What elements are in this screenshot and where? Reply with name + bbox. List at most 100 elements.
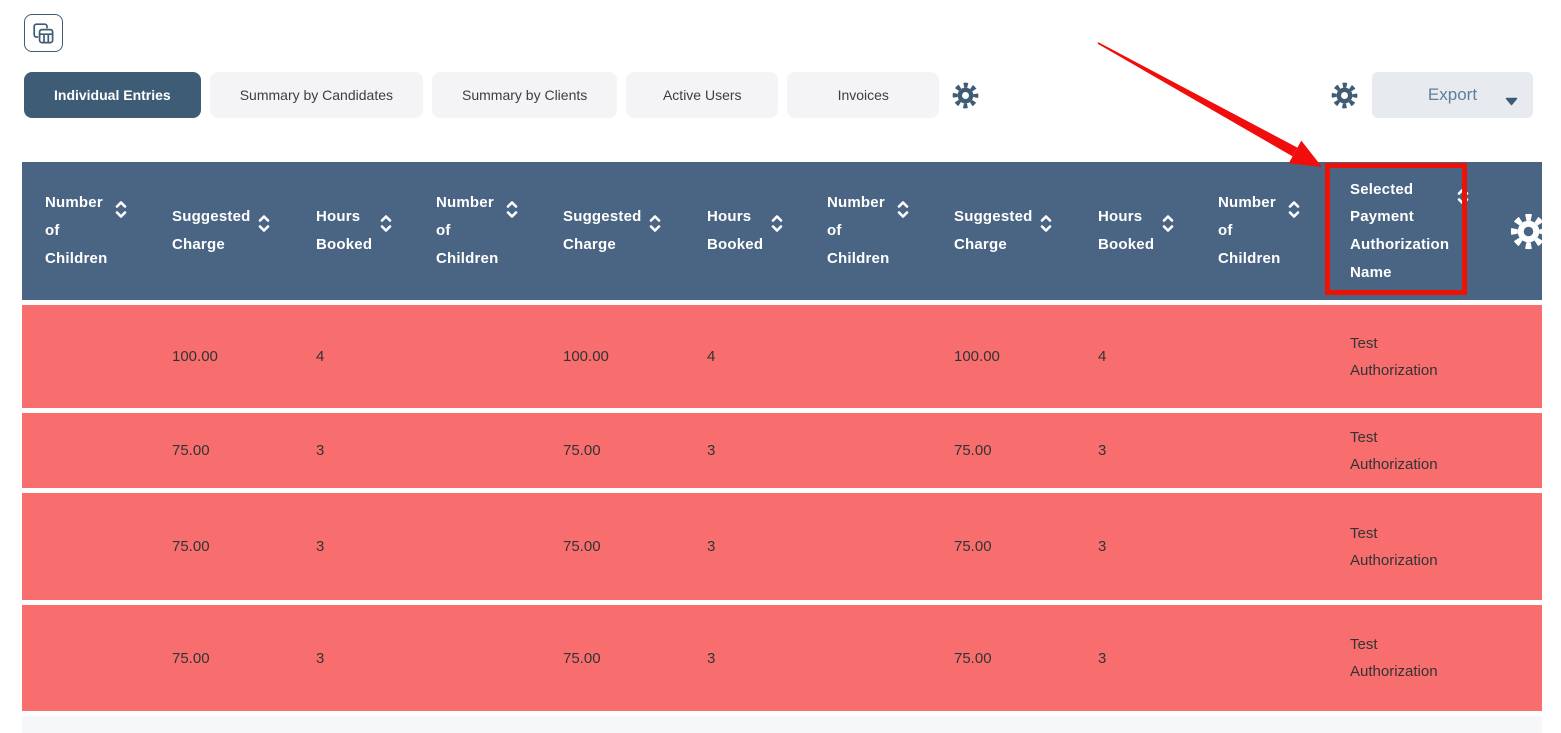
tab-summary-by-candidates[interactable]: Summary by Candidates <box>209 72 423 118</box>
column-header-hours-booked[interactable]: Hours Booked <box>293 203 413 259</box>
table-cell: Test Authorization <box>1322 424 1467 478</box>
table-cell: 3 <box>293 424 413 478</box>
sort-icon <box>771 209 783 233</box>
cell-value: 4 <box>316 348 325 365</box>
table-cell: 4 <box>684 330 804 384</box>
export-button-label: Export <box>1427 85 1478 104</box>
chevron-down-icon <box>1505 91 1518 111</box>
sort-icon <box>897 195 909 219</box>
table-cell <box>1467 631 1542 685</box>
table-cell: 75.00 <box>540 520 684 574</box>
cell-value: 100.00 <box>563 348 609 365</box>
cell-value: 3 <box>707 649 716 667</box>
report-tabs: Individual Entries Summary by Candidates S… <box>24 72 940 118</box>
column-header-number-of-children[interactable]: Number of Children <box>1195 189 1322 272</box>
table-cell: 3 <box>1075 631 1195 685</box>
table-cell <box>1195 424 1322 478</box>
table-cell <box>413 631 540 685</box>
column-header-label: Hours Booked <box>316 208 373 253</box>
column-header-label: Hours Booked <box>707 208 764 253</box>
table-cell: Test Authorization <box>1322 520 1467 574</box>
table-cell: 3 <box>293 520 413 574</box>
table-cell: 75.00 <box>931 631 1075 685</box>
table-row: 75.00 3 75.00 3 75.00 3 Test Authorization <box>22 605 1542 711</box>
column-header-suggested-charge[interactable]: Suggested Charge <box>540 203 684 259</box>
table-cell: 3 <box>684 520 804 574</box>
table-cell: Test Authorization <box>1322 631 1467 685</box>
cell-value: 75.00 <box>954 538 992 555</box>
column-header-label: Number of Children <box>1218 194 1281 267</box>
tab-label: Individual Entries <box>54 87 171 103</box>
table-cell: 75.00 <box>931 424 1075 478</box>
column-header-hours-booked[interactable]: Hours Booked <box>1075 203 1195 259</box>
report-table: Number of Children Suggested Charge Hour… <box>22 162 1542 733</box>
cell-value: 75.00 <box>563 538 601 555</box>
table-cell <box>1467 424 1542 478</box>
column-header-suggested-charge[interactable]: Suggested Charge <box>931 203 1075 259</box>
table-row: 75.00 3 75.00 3 75.00 3 Test Authorization <box>22 413 1542 488</box>
column-header-number-of-children[interactable]: Number of Children <box>413 189 540 272</box>
column-header-suggested-charge[interactable]: Suggested Charge <box>149 203 293 259</box>
table-cell <box>1195 631 1322 685</box>
table-cell: 100.00 <box>540 330 684 384</box>
table-cell <box>413 330 540 384</box>
cell-value: 75.00 <box>172 649 210 667</box>
table-cell <box>413 520 540 574</box>
cell-value: 3 <box>707 442 716 459</box>
table-cell <box>22 520 149 574</box>
table-body: 100.00 4 100.00 4 100.00 4 Test Authorization 7… <box>22 305 1542 733</box>
tab-individual-entries[interactable]: Individual Entries <box>24 72 201 118</box>
column-header-label: Number of Children <box>436 194 499 267</box>
table-cell: 75.00 <box>149 424 293 478</box>
cell-value: 75.00 <box>954 442 992 459</box>
tab-summary-by-clients[interactable]: Summary by Clients <box>432 72 618 118</box>
cell-value: Test Authorization <box>1350 524 1438 569</box>
tab-label: Summary by Clients <box>462 87 588 103</box>
table-cell: 100.00 <box>931 330 1075 384</box>
table-cell: Test Authorization <box>1322 330 1467 384</box>
table-cell: 4 <box>1075 330 1195 384</box>
column-header-selected-payment-authorization-name[interactable]: Selected Payment Authorization Name <box>1322 176 1469 287</box>
table-cell <box>804 330 931 384</box>
sort-icon <box>258 209 270 233</box>
cell-value: 3 <box>316 649 325 667</box>
sort-icon <box>1288 195 1300 219</box>
table-cell: 100.00 <box>149 330 293 384</box>
column-header-hours-booked[interactable]: Hours Booked <box>684 203 804 259</box>
column-header-label: Suggested Charge <box>563 208 642 253</box>
column-header-label: Suggested Charge <box>954 208 1033 253</box>
sort-icon <box>1040 209 1052 233</box>
table-cell: 3 <box>1075 520 1195 574</box>
table-cell <box>1195 330 1322 384</box>
table-cell <box>1467 330 1542 384</box>
cell-value: 100.00 <box>954 348 1000 365</box>
cell-value: 3 <box>707 538 716 555</box>
cell-value: 75.00 <box>172 538 210 555</box>
tab-invoices[interactable]: Invoices <box>787 72 940 118</box>
table-row: $325.0045.00$325.0045.00$325.0045.00 <box>22 716 1542 733</box>
duplicate-table-button[interactable] <box>24 14 63 52</box>
tab-active-users[interactable]: Active Users <box>626 72 779 118</box>
column-header-label: Hours Booked <box>1098 208 1155 253</box>
cell-value: 75.00 <box>172 442 210 459</box>
cell-value: 75.00 <box>563 649 601 667</box>
column-settings-button[interactable] <box>1467 162 1542 300</box>
tab-label: Invoices <box>837 87 889 103</box>
copy-table-icon <box>32 22 55 45</box>
report-toolbar: Individual Entries Summary by Candidates S… <box>0 72 1561 118</box>
cell-value: 3 <box>1098 442 1107 459</box>
sort-icon <box>380 209 392 233</box>
column-header-number-of-children[interactable]: Number of Children <box>22 189 149 272</box>
sort-icon <box>115 195 127 219</box>
table-cell <box>1195 520 1322 574</box>
table-row: 100.00 4 100.00 4 100.00 4 Test Authorization <box>22 305 1542 408</box>
column-header-label: Number of Children <box>45 194 108 267</box>
table-cell <box>1467 520 1542 574</box>
table-cell <box>804 631 931 685</box>
table-cell <box>804 520 931 574</box>
table-row: 75.00 3 75.00 3 75.00 3 Test Authorization <box>22 493 1542 600</box>
export-button[interactable]: Export <box>1372 72 1533 118</box>
column-header-number-of-children[interactable]: Number of Children <box>804 189 931 272</box>
export-settings-button[interactable] <box>1331 82 1358 109</box>
tabs-settings-button[interactable] <box>952 82 979 109</box>
